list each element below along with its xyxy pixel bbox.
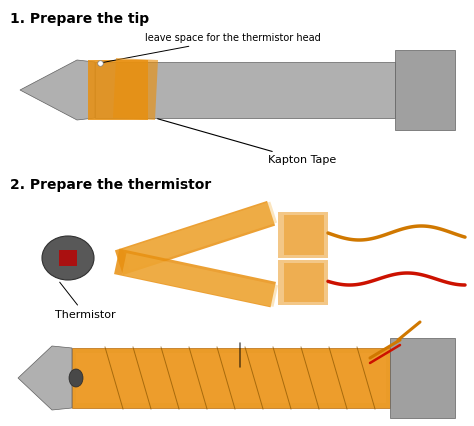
Polygon shape (76, 353, 386, 403)
Polygon shape (18, 346, 72, 410)
Polygon shape (278, 212, 328, 258)
Polygon shape (390, 338, 455, 418)
Polygon shape (59, 250, 77, 266)
Polygon shape (88, 60, 148, 120)
Polygon shape (123, 201, 277, 271)
Polygon shape (113, 58, 158, 120)
Ellipse shape (42, 236, 94, 280)
Text: 2. Prepare the thermistor: 2. Prepare the thermistor (10, 178, 211, 192)
Text: leave space for the thermistor head: leave space for the thermistor head (103, 33, 321, 63)
Text: Thermistor: Thermistor (55, 282, 116, 320)
Polygon shape (20, 60, 95, 120)
Polygon shape (278, 260, 328, 305)
Polygon shape (115, 201, 275, 275)
Polygon shape (284, 263, 324, 302)
Polygon shape (395, 50, 455, 130)
Text: 1. Prepare the tip: 1. Prepare the tip (10, 12, 149, 26)
Polygon shape (95, 62, 395, 118)
Polygon shape (284, 215, 324, 255)
Text: Kapton Tape: Kapton Tape (158, 119, 336, 165)
Polygon shape (72, 348, 390, 408)
Polygon shape (122, 253, 278, 307)
Polygon shape (114, 249, 276, 307)
Ellipse shape (69, 369, 83, 387)
